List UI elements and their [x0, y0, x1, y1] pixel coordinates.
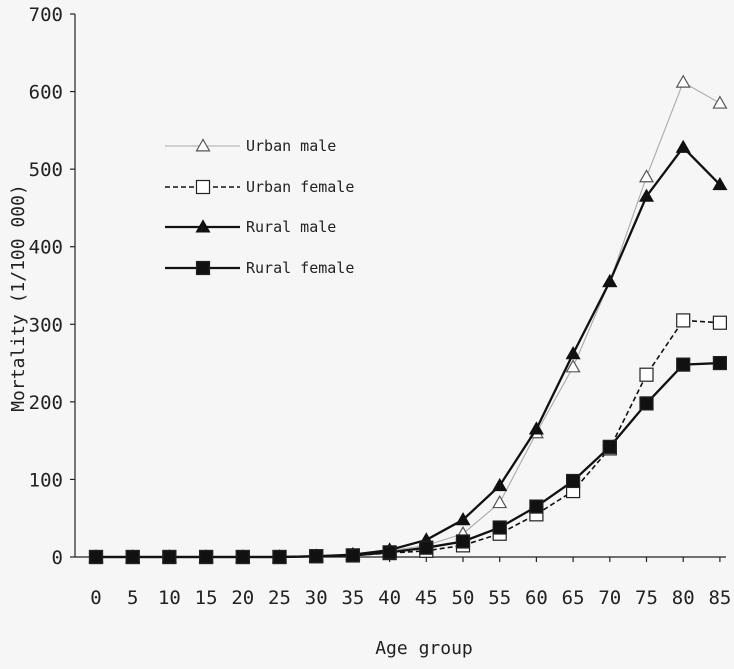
x-tick-label: 75	[635, 587, 658, 609]
data-point	[309, 549, 324, 564]
data-point	[676, 357, 691, 372]
legend-item: Rural female	[165, 259, 354, 277]
legend-item: Urban male	[165, 137, 336, 155]
data-point	[235, 549, 250, 565]
data-point	[199, 549, 214, 565]
data-point	[455, 512, 471, 526]
legend-item: Urban female	[165, 178, 354, 196]
data-point	[565, 359, 581, 373]
y-tick-label: 500	[29, 159, 63, 181]
x-tick-label: 80	[672, 587, 695, 609]
data-point	[492, 520, 507, 535]
series-urban-female	[88, 313, 728, 565]
data-point	[639, 396, 654, 411]
y-tick-label: 600	[29, 82, 63, 104]
legend-label: Urban female	[246, 178, 354, 196]
x-tick-label: 0	[90, 587, 101, 609]
series-line	[96, 81, 721, 558]
legend-marker	[195, 138, 211, 152]
data-point	[382, 545, 397, 560]
x-tick-label: 20	[231, 587, 254, 609]
data-point	[492, 477, 508, 492]
series-line	[96, 145, 721, 559]
x-tick-label: 55	[488, 587, 511, 609]
axes: 0 100 200 300 400 500 600 700 0 5 10 15 20 25 30 35 40 45…	[29, 4, 732, 609]
series-line	[96, 319, 720, 558]
x-tick-label: 60	[525, 587, 548, 609]
y-tick-label: 700	[29, 4, 63, 26]
data-point	[638, 188, 655, 202]
data-point	[162, 549, 177, 565]
data-point	[639, 367, 654, 382]
series-rural-male	[88, 139, 728, 563]
data-point	[565, 346, 581, 360]
x-tick-label: 70	[598, 587, 621, 609]
data-point	[675, 74, 691, 88]
legend-marker	[195, 219, 211, 233]
data-point	[676, 313, 691, 328]
x-axis-title: Age group	[375, 638, 473, 659]
series-urban-male	[88, 74, 728, 563]
x-tick-label: 40	[378, 587, 401, 609]
legend-label: Rural male	[246, 218, 336, 236]
x-tick-label: 5	[127, 587, 138, 609]
y-tick-label: 0	[52, 547, 63, 569]
data-point	[492, 494, 508, 509]
data-point	[529, 499, 544, 514]
y-axis-title: Mortality (1/100 000)	[8, 184, 29, 412]
legend-item: Rural male	[165, 218, 336, 236]
y-tick-label: 300	[29, 314, 63, 336]
x-tick-label: 25	[268, 587, 291, 609]
data-point	[675, 139, 691, 153]
series-line	[96, 361, 720, 559]
data-point	[712, 355, 728, 371]
data-point	[602, 439, 617, 454]
data-point	[125, 549, 140, 565]
data-point	[712, 176, 728, 191]
data-point	[712, 95, 728, 109]
x-tick-label: 65	[562, 587, 585, 609]
legend-label: Rural female	[246, 259, 354, 277]
x-tick-label: 45	[415, 587, 438, 609]
x-tick-label: 50	[452, 587, 475, 609]
y-tick-label: 200	[29, 392, 63, 414]
data-point	[528, 421, 544, 435]
data-point	[565, 473, 581, 489]
x-tick-label: 10	[158, 587, 181, 609]
data-point	[712, 315, 728, 330]
x-tick-label: 30	[305, 587, 328, 609]
legend-marker	[195, 179, 211, 195]
x-tick-label: 85	[708, 587, 731, 609]
data-point	[602, 273, 618, 288]
data-point	[638, 169, 655, 183]
x-tick-label: 35	[341, 587, 364, 609]
y-tick-label: 400	[29, 237, 63, 259]
x-tick-label: 15	[195, 587, 218, 609]
data-point	[419, 540, 434, 555]
y-tick-label: 100	[29, 469, 63, 491]
data-point	[272, 549, 287, 565]
series-layer	[88, 74, 728, 565]
legend-marker	[195, 260, 211, 276]
legend-label: Urban male	[246, 137, 336, 155]
data-point	[88, 549, 104, 565]
series-rural-female	[88, 355, 728, 565]
legend: Urban male Urban female Rural male Rural fe…	[165, 137, 354, 277]
data-point	[455, 534, 471, 549]
data-point	[345, 548, 360, 563]
